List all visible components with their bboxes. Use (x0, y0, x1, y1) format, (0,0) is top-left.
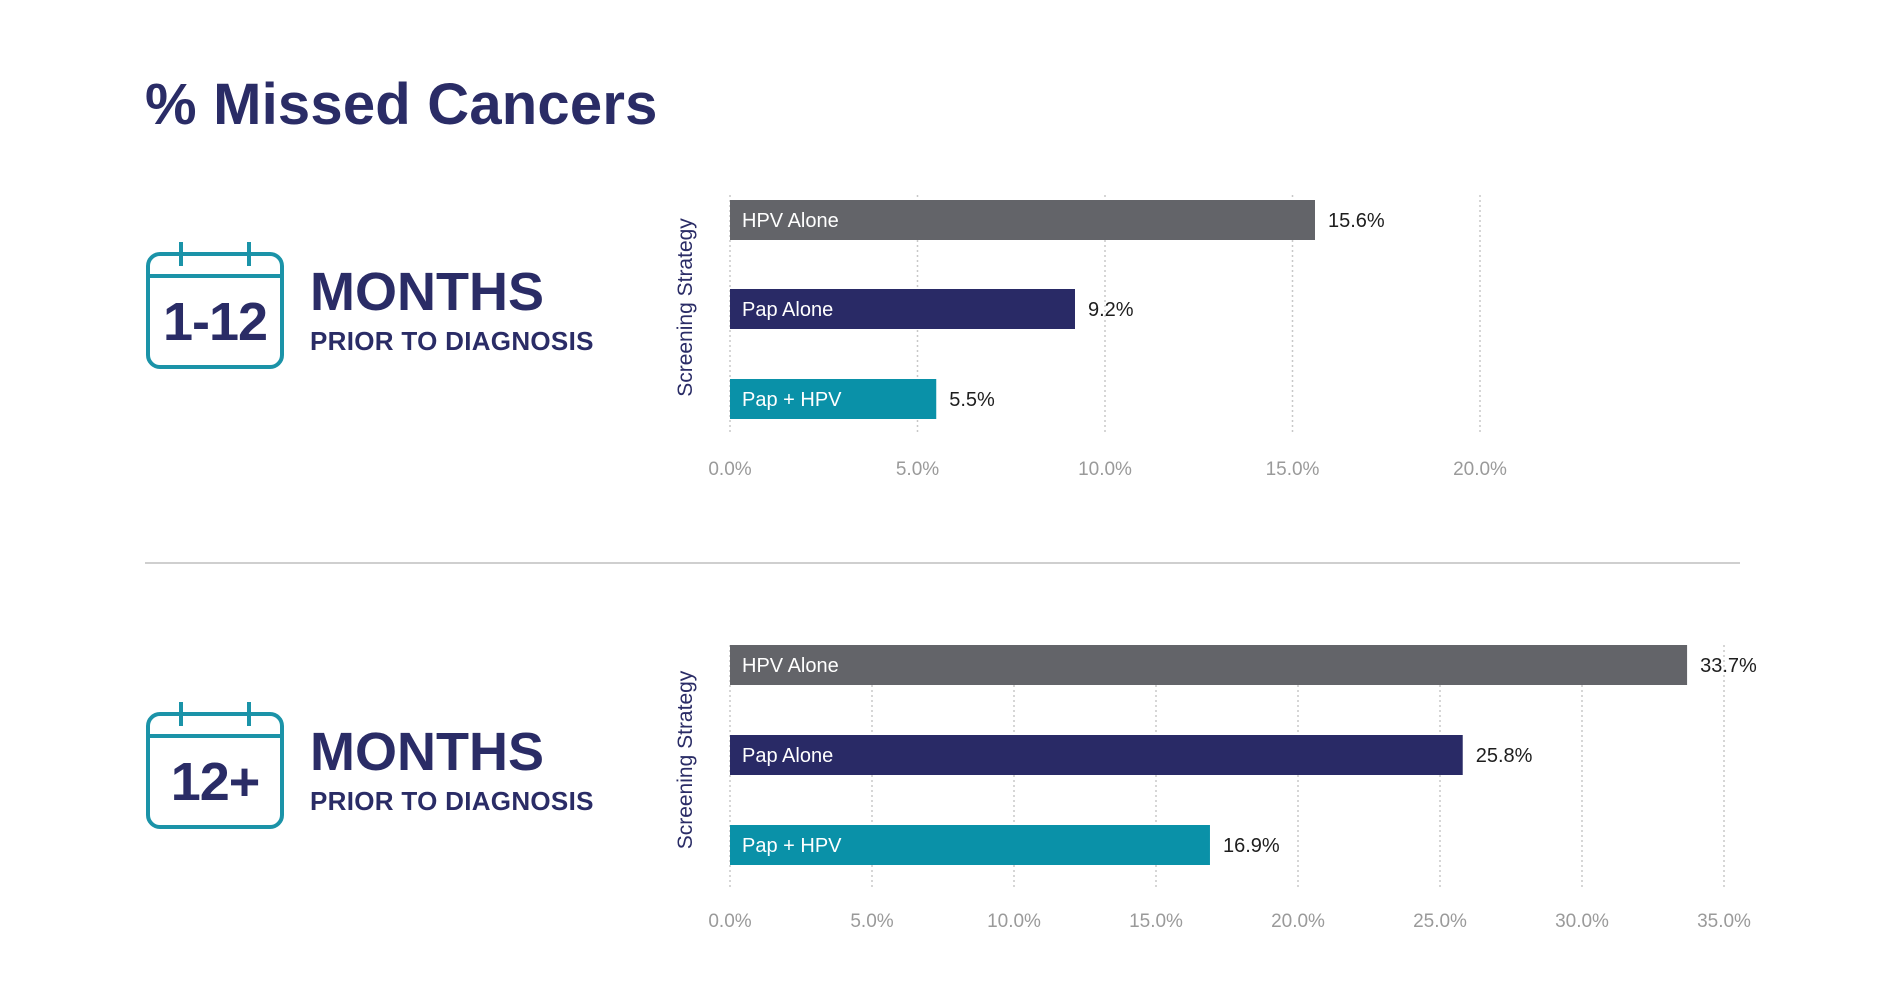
x-tick-label: 5.0% (896, 459, 939, 480)
timeframe-label-block: 1-12 MONTHS PRIOR TO DIAGNOSIS (145, 240, 665, 400)
section-1-12-months: 1-12 MONTHS PRIOR TO DIAGNOSIS HPV Alone… (0, 175, 1880, 515)
section-12-plus-months: 12+ MONTHS PRIOR TO DIAGNOSIS HPV Alone P… (0, 625, 1880, 965)
x-tick-label: 0.0% (708, 459, 751, 480)
bar-value-label: 5.5% (949, 389, 995, 411)
section-divider (145, 562, 1740, 564)
x-tick-label: 35.0% (1697, 911, 1751, 932)
bar-category-label: Pap + HPV (742, 835, 842, 857)
calendar-label: 1-12 (162, 292, 268, 352)
calendar-icon (146, 702, 284, 829)
x-tick-label: 15.0% (1266, 459, 1320, 480)
x-tick-labels: 0.0% 5.0% 10.0% 15.0% 20.0% (708, 459, 1507, 480)
x-tick-label: 5.0% (850, 911, 893, 932)
bar (730, 735, 1463, 775)
prior-to-diagnosis-label: PRIOR TO DIAGNOSIS (310, 326, 594, 356)
timeframe-label-block: 12+ MONTHS PRIOR TO DIAGNOSIS (145, 700, 665, 860)
x-tick-label: 10.0% (1078, 459, 1132, 480)
bar-value-label: 25.8% (1476, 745, 1533, 767)
bar (730, 289, 1075, 329)
bar (730, 200, 1315, 240)
bar-value-label: 15.6% (1328, 210, 1385, 232)
x-tick-label: 30.0% (1555, 911, 1609, 932)
bar-category-label: Pap + HPV (742, 389, 842, 411)
bar-value-label: 33.7% (1700, 655, 1757, 677)
x-tick-label: 0.0% (708, 911, 751, 932)
bar (730, 379, 937, 419)
bar-value-labels: 15.6% 9.2% 5.5% (949, 210, 1385, 411)
bar-category-labels: HPV Alone Pap Alone Pap + HPV (742, 655, 842, 857)
bar-category-labels: HPV Alone Pap Alone Pap + HPV (742, 210, 842, 411)
x-tick-label: 15.0% (1129, 911, 1183, 932)
bar-category-label: HPV Alone (742, 655, 839, 677)
grid-lines (729, 645, 1725, 890)
prior-to-diagnosis-label: PRIOR TO DIAGNOSIS (310, 786, 594, 816)
bars (730, 645, 1688, 865)
calendar-label: 12+ (170, 752, 261, 812)
bar-value-labels: 33.7% 25.8% 16.9% (1223, 655, 1757, 857)
y-axis-label: Screening Strategy (674, 670, 697, 849)
bar-value-label: 9.2% (1088, 299, 1134, 321)
x-tick-label: 25.0% (1413, 911, 1467, 932)
x-tick-label: 20.0% (1271, 911, 1325, 932)
x-tick-labels: 0.0% 5.0% 10.0% 15.0% 20.0% 25.0% 30.0% 35.0% (708, 911, 1751, 932)
bar-category-label: Pap Alone (742, 745, 833, 767)
months-label: MONTHS (310, 722, 544, 782)
bar-category-label: HPV Alone (742, 210, 839, 232)
missed-cancers-chart-1-12: HPV Alone Pap Alone Pap + HPV 15.6% 9.2% 5.5… (674, 195, 1507, 480)
page-title: % Missed Cancers (145, 72, 658, 137)
calendar-icon (146, 242, 284, 369)
y-axis-label: Screening Strategy (674, 218, 697, 397)
missed-cancers-chart-12-plus: HPV Alone Pap Alone Pap + HPV 33.7% 25.8% 16… (674, 645, 1757, 932)
x-tick-label: 10.0% (987, 911, 1041, 932)
bar-value-label: 16.9% (1223, 835, 1280, 857)
bars (730, 200, 1315, 419)
bar (730, 825, 1210, 865)
x-tick-label: 20.0% (1453, 459, 1507, 480)
months-label: MONTHS (310, 262, 544, 322)
bar (730, 645, 1688, 685)
bar-category-label: Pap Alone (742, 299, 833, 321)
